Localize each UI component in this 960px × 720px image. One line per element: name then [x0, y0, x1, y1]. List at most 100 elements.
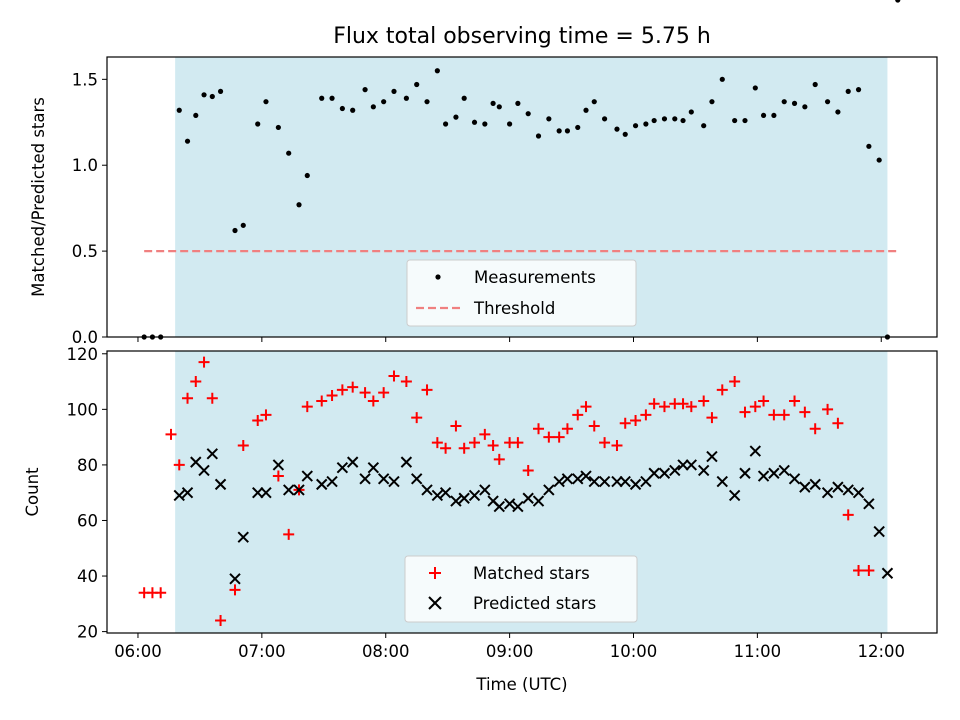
- predicted-stars-point: [598, 475, 611, 488]
- matched-stars-point: [749, 401, 761, 413]
- measurements-point: [304, 172, 310, 179]
- x-tick-label: 09:00: [486, 642, 534, 661]
- measurements-point: [275, 124, 281, 131]
- predicted-stars-point: [553, 475, 565, 488]
- measurements-point: [201, 92, 207, 98]
- predicted-stars-point: [252, 486, 264, 499]
- matched-stars-point: [630, 414, 642, 426]
- measurements-point: [443, 121, 449, 127]
- measurements-point: [362, 87, 368, 93]
- predicted-stars-point: [468, 489, 481, 502]
- measurements-point: [632, 123, 639, 129]
- matched-stars-point: [758, 395, 770, 407]
- measurements-point: [661, 116, 668, 122]
- measurements-point: [496, 104, 502, 110]
- matched-stars-point: [822, 403, 834, 415]
- predicted-stars-point: [237, 531, 249, 543]
- matched-stars-point: [359, 387, 371, 399]
- predicted-stars-point: [572, 473, 584, 485]
- predicted-stars-point: [658, 467, 671, 479]
- measurements-point: [515, 100, 521, 106]
- measurements-point: [591, 99, 597, 105]
- predicted-stars-point: [716, 475, 728, 488]
- predicted-stars-point: [821, 486, 834, 499]
- matched-stars-point: [206, 392, 218, 404]
- predicted-stars-point: [214, 478, 227, 491]
- measurements-point: [556, 128, 562, 134]
- ratio-y-tick-label: 0.0: [72, 328, 98, 347]
- measurements-point: [719, 76, 725, 82]
- count-legend: Matched stars Predicted stars: [404, 555, 638, 623]
- matched-stars-point: [648, 398, 660, 410]
- measurements-point: [845, 88, 851, 94]
- matched-stars-point: [512, 437, 524, 449]
- measurements-point: [709, 99, 715, 105]
- matched-stars-point: [739, 406, 751, 418]
- predicted-stars-point: [832, 481, 844, 493]
- measurements-point: [876, 157, 882, 163]
- predicted-stars-point: [561, 473, 574, 485]
- ratio-panel-frame: [106, 56, 938, 338]
- measurements-point: [622, 131, 628, 137]
- predicted-stars-point: [580, 470, 592, 482]
- predicted-stars-point: [749, 445, 762, 457]
- predicted-stars-point: [326, 475, 338, 488]
- measurements-point: [575, 124, 581, 131]
- matched-stars-point: [367, 395, 379, 407]
- matched-stars-point: [388, 370, 400, 382]
- predicted-stars-point: [685, 459, 698, 471]
- measurements-point: [771, 112, 777, 119]
- matched-stars-point: [458, 442, 470, 454]
- predicted-stars-point: [669, 464, 681, 477]
- matched-stars-point: [252, 414, 264, 426]
- measurements-point: [732, 117, 738, 124]
- matched-stars-point: [778, 409, 790, 421]
- measurements-point: [232, 227, 238, 234]
- predicted-stars-point: [532, 495, 545, 507]
- matched-stars-point: [469, 437, 481, 449]
- measurements-point: [583, 107, 589, 113]
- ratio-legend-box: [406, 259, 637, 327]
- predicted-stars-point: [677, 459, 689, 471]
- measurements-point: [482, 121, 488, 127]
- matched-stars-point: [832, 417, 844, 429]
- predicted-stars-point: [336, 461, 349, 474]
- measurements-point: [546, 116, 552, 122]
- x-tick-label: 08:00: [362, 642, 410, 661]
- matched-stars-point: [588, 420, 600, 432]
- matched-stars-point: [685, 401, 697, 413]
- ratio-legend: Measurements Threshold: [406, 259, 637, 327]
- predicted-stars-point: [728, 489, 741, 502]
- measurements-point: [184, 138, 191, 144]
- measurements-point: [403, 95, 409, 101]
- measurements-point: [507, 121, 513, 127]
- matched-stars-point: [493, 453, 505, 465]
- predicted-stars-point: [367, 461, 380, 474]
- matched-stars-point: [182, 392, 194, 404]
- chart-title: Flux total observing time = 5.75 h: [333, 24, 711, 49]
- matched-stars-point: [283, 528, 295, 540]
- predicted-legend-marker: [428, 596, 442, 610]
- matched-stars-point: [336, 384, 348, 396]
- x-axis-label: Time (UTC): [475, 675, 567, 694]
- predicted-stars-point: [450, 495, 462, 507]
- measurements-point: [701, 123, 707, 129]
- ratio-y-tick-label: 0.5: [72, 242, 98, 261]
- measurements-point: [296, 202, 302, 208]
- predicted-stars-point: [431, 489, 444, 502]
- measurements-point: [193, 112, 199, 119]
- matched-stars-point: [768, 409, 780, 421]
- predicted-stars-point: [316, 478, 328, 491]
- predicted-stars-point: [388, 475, 400, 488]
- matched-stars-point: [599, 437, 611, 449]
- matched-stars-point: [561, 423, 573, 435]
- measurements-legend-label: Measurements: [474, 268, 596, 287]
- x-tick-label: 07:00: [238, 642, 286, 661]
- measurements-point: [812, 81, 818, 88]
- measurements-point: [802, 104, 808, 110]
- matched-stars-point: [165, 428, 177, 440]
- predicted-stars-point: [359, 473, 371, 485]
- matched-stars-point: [842, 509, 854, 521]
- predicted-stars-point: [648, 467, 660, 479]
- measurements-point: [824, 99, 831, 105]
